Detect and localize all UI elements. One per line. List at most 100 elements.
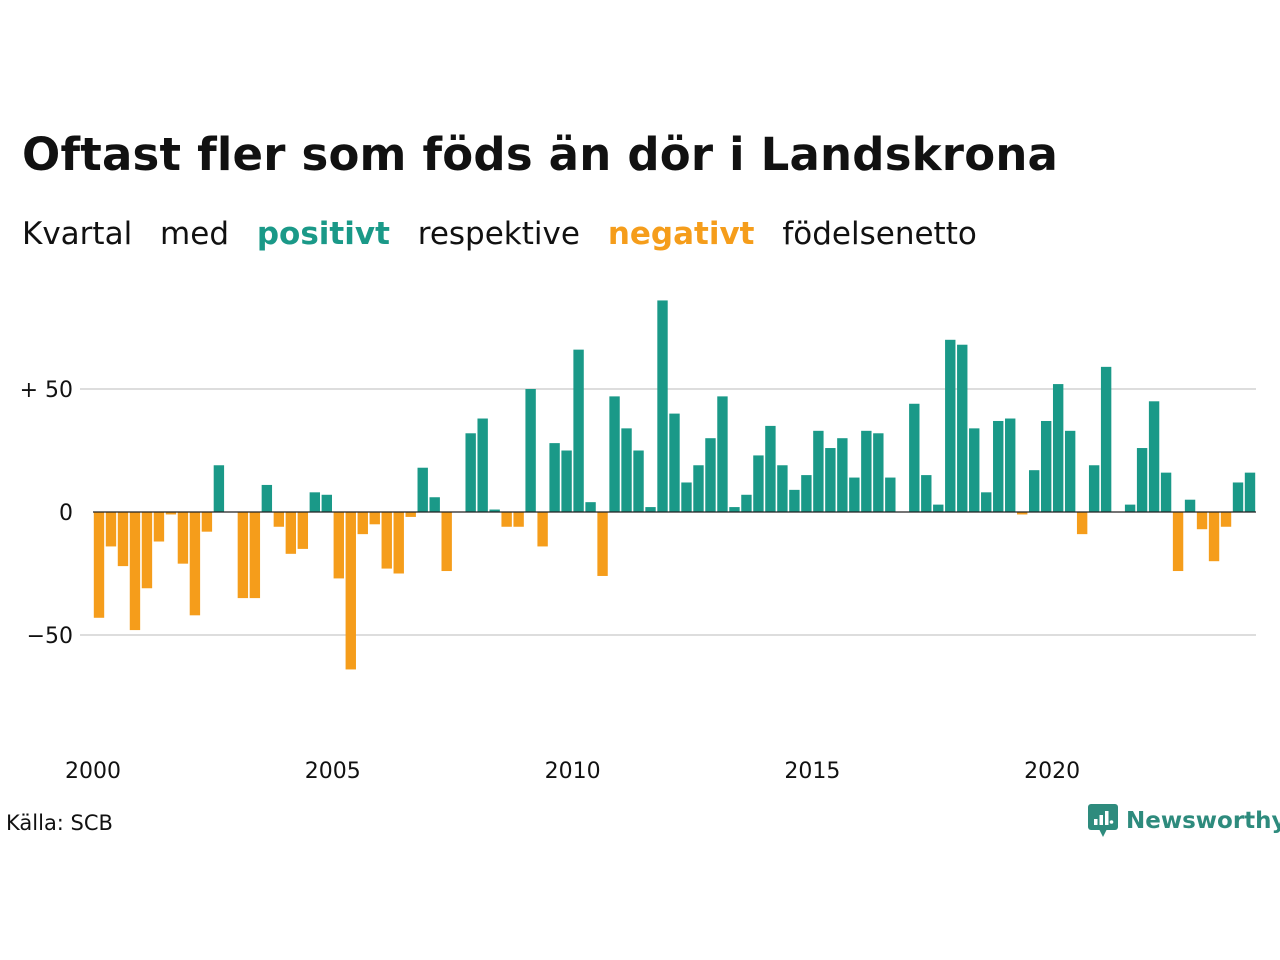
bar	[537, 512, 548, 547]
bar	[669, 413, 680, 512]
bar	[561, 450, 572, 512]
bar	[801, 475, 812, 512]
bar	[645, 507, 656, 512]
subtitle-word-med: med	[160, 216, 229, 252]
bar	[1220, 512, 1232, 527]
y-tick-label: −50	[27, 624, 73, 649]
bar	[201, 512, 213, 532]
bar	[813, 430, 824, 512]
bar	[189, 512, 201, 616]
bar	[657, 300, 668, 512]
bar	[417, 467, 428, 512]
bar	[285, 512, 297, 554]
bar	[1052, 384, 1064, 512]
bar	[369, 512, 380, 525]
y-tick-label: + 50	[20, 378, 73, 403]
bar	[1136, 448, 1148, 512]
bar	[1232, 482, 1244, 512]
brand-name: Newsworthy	[1126, 808, 1280, 834]
bar	[765, 425, 776, 512]
bar	[1148, 401, 1160, 512]
bar	[177, 512, 189, 564]
x-tick-label: 2020	[1024, 759, 1080, 784]
bar	[333, 512, 344, 579]
bar	[753, 455, 764, 512]
bar	[933, 504, 944, 512]
bar	[1184, 499, 1196, 512]
bar	[297, 512, 309, 549]
bar	[165, 512, 177, 515]
bar	[465, 433, 476, 512]
subtitle-word-fodelsenetto: födelsenetto	[782, 216, 977, 252]
bar	[393, 512, 404, 574]
bar	[885, 477, 896, 512]
chart-subtitle: Kvartal med positivt respektive negativt…	[22, 216, 995, 252]
bar	[309, 492, 321, 512]
bar	[501, 512, 512, 527]
bar	[1076, 512, 1088, 535]
bar	[633, 450, 644, 512]
bar	[573, 349, 584, 512]
bar	[1196, 512, 1208, 530]
bar	[1100, 366, 1112, 512]
bar	[513, 512, 524, 527]
bar	[969, 428, 980, 512]
bar	[357, 512, 368, 535]
bar	[921, 475, 932, 512]
bar	[1088, 465, 1100, 512]
chart-title: Oftast fler som föds än dör i Landskrona	[22, 128, 1059, 181]
bar	[213, 465, 225, 512]
bar	[1040, 420, 1052, 512]
bar	[1005, 418, 1016, 512]
bar	[993, 420, 1004, 512]
bar	[705, 438, 716, 512]
bar	[585, 502, 596, 512]
bar	[849, 477, 860, 512]
bar	[117, 512, 129, 567]
subtitle-word-respektive: respektive	[417, 216, 580, 252]
bar	[825, 448, 836, 512]
bar	[621, 428, 632, 512]
bar	[777, 465, 788, 512]
bar	[477, 418, 488, 512]
bar	[1172, 512, 1184, 572]
bar	[249, 512, 261, 599]
bar	[273, 512, 285, 527]
bar	[153, 512, 165, 542]
bar	[945, 339, 956, 512]
legend-negative: negativt	[607, 216, 755, 252]
bar	[405, 512, 416, 517]
bar	[549, 443, 560, 512]
bar	[105, 512, 117, 547]
subtitle-word-kvartal: Kvartal	[22, 216, 133, 252]
bar	[681, 482, 692, 512]
legend-positive: positivt	[256, 216, 390, 252]
source-note: Källa: SCB	[6, 811, 113, 835]
bar	[321, 494, 332, 512]
x-tick-label: 2005	[305, 759, 361, 784]
bar	[525, 389, 536, 512]
bar	[789, 489, 800, 512]
bar	[837, 438, 848, 512]
bar	[345, 512, 356, 670]
x-tick-label: 2015	[784, 759, 840, 784]
bar	[441, 512, 452, 572]
bar	[981, 492, 992, 512]
bar	[429, 497, 440, 512]
bar	[909, 403, 920, 512]
bar	[261, 484, 273, 512]
bar	[1208, 512, 1220, 562]
newsworthy-logo-icon	[1088, 804, 1118, 837]
bar	[381, 512, 392, 569]
bar	[489, 509, 500, 512]
bar	[1028, 470, 1040, 512]
bar	[129, 512, 141, 631]
bar	[957, 344, 968, 512]
bar	[93, 512, 105, 618]
bar	[717, 396, 728, 512]
bar	[1124, 504, 1136, 512]
bar	[597, 512, 608, 576]
bar	[1064, 430, 1076, 512]
bar	[1017, 512, 1028, 515]
